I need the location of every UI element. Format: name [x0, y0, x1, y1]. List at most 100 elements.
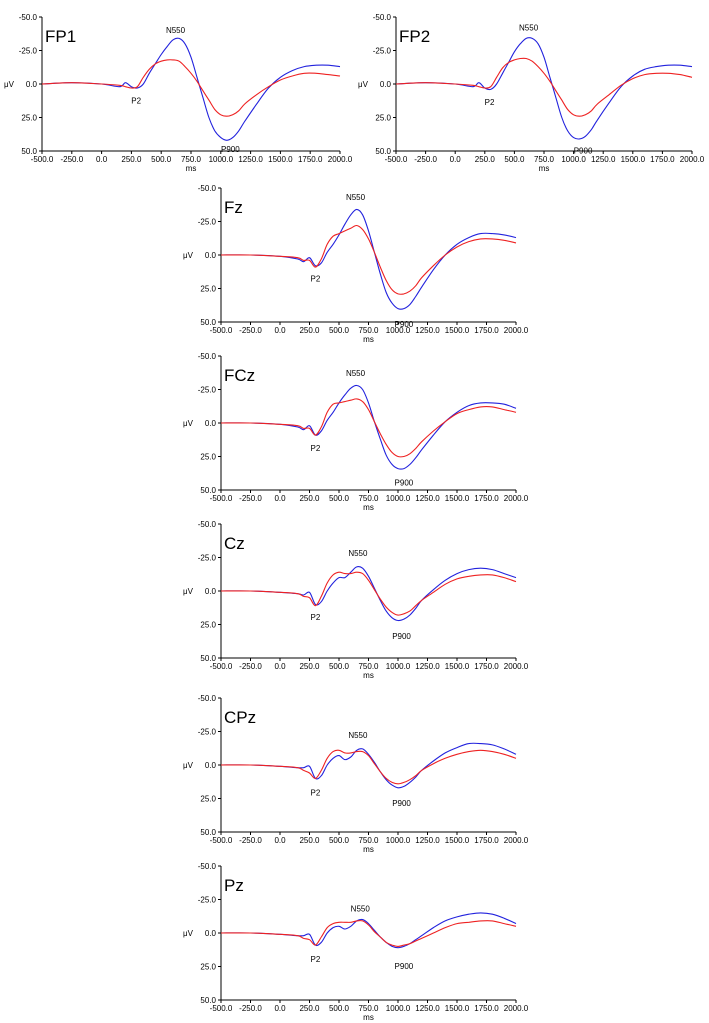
x-tick-label: 2000.0: [504, 326, 529, 335]
x-tick-label: 0.0: [96, 155, 108, 164]
y-tick-label: -50.0: [198, 520, 217, 529]
x-tick-label: 750.0: [358, 662, 379, 671]
y-tick-label: 0.0: [26, 80, 38, 89]
y-axis-label: μV: [183, 419, 194, 428]
y-tick-label: -25.0: [198, 896, 217, 905]
y-tick-label: 50.0: [21, 147, 37, 156]
series-line-blue: [220, 912, 517, 949]
x-tick-label: 2000.0: [328, 155, 353, 164]
series-line-red: [220, 920, 517, 947]
series-line-blue: [220, 208, 517, 310]
x-tick-label: 1500.0: [445, 1004, 470, 1013]
x-tick-label: 0.0: [274, 326, 286, 335]
x-tick-label: 1750.0: [298, 155, 323, 164]
y-axis-label: μV: [4, 80, 15, 89]
panel-fp2: -50.0 -25.0 0.0 25.0 50.0-500.0 -250.0 0.0 250.…: [358, 13, 705, 173]
peak-label-p900: P900: [395, 962, 414, 971]
x-tick-label: -250.0: [239, 836, 262, 845]
y-tick-label: 0.0: [205, 587, 217, 596]
x-tick-label: 500.0: [329, 662, 350, 671]
x-tick-label: 1500.0: [445, 662, 470, 671]
y-tick-label: -25.0: [198, 218, 217, 227]
x-tick-label: 250.0: [475, 155, 496, 164]
y-axis-label: μV: [183, 761, 194, 770]
peak-label-n550: N550: [348, 731, 368, 740]
x-axis-label: ms: [363, 335, 374, 344]
peak-label-n550: N550: [519, 23, 539, 32]
x-tick-label: 1250.0: [238, 155, 263, 164]
y-tick-label: -50.0: [198, 184, 217, 193]
series-line-blue: [41, 37, 341, 141]
y-tick-label: 25.0: [200, 795, 216, 804]
y-tick-label: -25.0: [373, 47, 392, 56]
y-tick-label: 25.0: [21, 114, 37, 123]
x-axis-label: ms: [186, 164, 197, 173]
y-tick-label: 25.0: [200, 621, 216, 630]
peak-label-p900: P900: [221, 145, 240, 154]
y-tick-label: -25.0: [198, 386, 217, 395]
peak-label-n550: N550: [166, 26, 186, 35]
peak-label-n550: N550: [346, 369, 366, 378]
x-tick-label: 1250.0: [415, 494, 440, 503]
x-tick-label: 1500.0: [621, 155, 646, 164]
peak-label-p900: P900: [574, 146, 593, 155]
x-tick-label: 750.0: [358, 1004, 379, 1013]
series-line-red: [220, 224, 517, 295]
x-tick-label: 1500.0: [445, 326, 470, 335]
series-line-blue: [220, 566, 517, 622]
x-tick-label: 2000.0: [504, 662, 529, 671]
x-tick-label: -250.0: [239, 494, 262, 503]
y-tick-label: 25.0: [200, 453, 216, 462]
x-tick-label: -500.0: [210, 836, 233, 845]
x-tick-label: 250.0: [121, 155, 142, 164]
y-tick-label: -50.0: [198, 694, 217, 703]
y-axis-label: μV: [183, 929, 194, 938]
x-axis-label: ms: [363, 503, 374, 512]
panel-title: FP2: [399, 27, 430, 46]
x-tick-label: 1000.0: [209, 155, 234, 164]
panel-title: FP1: [45, 27, 76, 46]
y-tick-label: -50.0: [198, 862, 217, 871]
x-tick-label: 1250.0: [591, 155, 616, 164]
x-tick-label: -500.0: [210, 1004, 233, 1013]
x-tick-label: 0.0: [274, 662, 286, 671]
x-tick-label: 1000.0: [386, 836, 411, 845]
x-tick-label: 1250.0: [415, 326, 440, 335]
x-tick-label: -500.0: [385, 155, 408, 164]
x-tick-label: 1500.0: [445, 494, 470, 503]
x-tick-label: 1750.0: [650, 155, 675, 164]
panel-fp1: -50.0 -25.0 0.0 25.0 50.0-500.0 -250.0 0.0 250.…: [4, 13, 353, 173]
peak-label-p2: P2: [311, 955, 321, 964]
x-tick-label: 0.0: [274, 494, 286, 503]
peak-label-p2: P2: [311, 444, 321, 453]
x-tick-label: 500.0: [329, 1004, 350, 1013]
peak-label-p2: P2: [311, 613, 321, 622]
peak-label-p2: P2: [485, 98, 495, 107]
y-tick-label: 25.0: [200, 285, 216, 294]
series-line-red: [220, 749, 517, 785]
y-tick-label: 50.0: [375, 147, 391, 156]
panel-fz: -50.0 -25.0 0.0 25.0 50.0-500.0 -250.0 0.0 250.…: [183, 184, 529, 344]
panel-pz: -50.0 -25.0 0.0 25.0 50.0-500.0 -250.0 0.0 250.…: [183, 862, 529, 1022]
x-tick-label: 750.0: [358, 494, 379, 503]
panel-title: Fz: [224, 198, 243, 217]
y-tick-label: 50.0: [200, 486, 216, 495]
x-tick-label: 1500.0: [268, 155, 293, 164]
y-tick-label: 50.0: [200, 318, 216, 327]
x-tick-label: 1000.0: [561, 155, 586, 164]
x-tick-label: -500.0: [210, 494, 233, 503]
y-tick-label: -50.0: [373, 13, 392, 22]
x-tick-label: 1000.0: [386, 662, 411, 671]
x-tick-label: 1250.0: [415, 662, 440, 671]
panel-title: FCz: [224, 366, 255, 385]
x-tick-label: 750.0: [534, 155, 555, 164]
x-tick-label: 250.0: [299, 494, 320, 503]
x-tick-label: 1500.0: [445, 836, 470, 845]
y-axis-label: μV: [183, 587, 194, 596]
peak-label-n550: N550: [346, 193, 366, 202]
peak-label-p900: P900: [395, 479, 414, 488]
x-tick-label: 250.0: [299, 836, 320, 845]
y-axis-label: μV: [183, 251, 194, 260]
x-tick-label: 1750.0: [474, 836, 499, 845]
